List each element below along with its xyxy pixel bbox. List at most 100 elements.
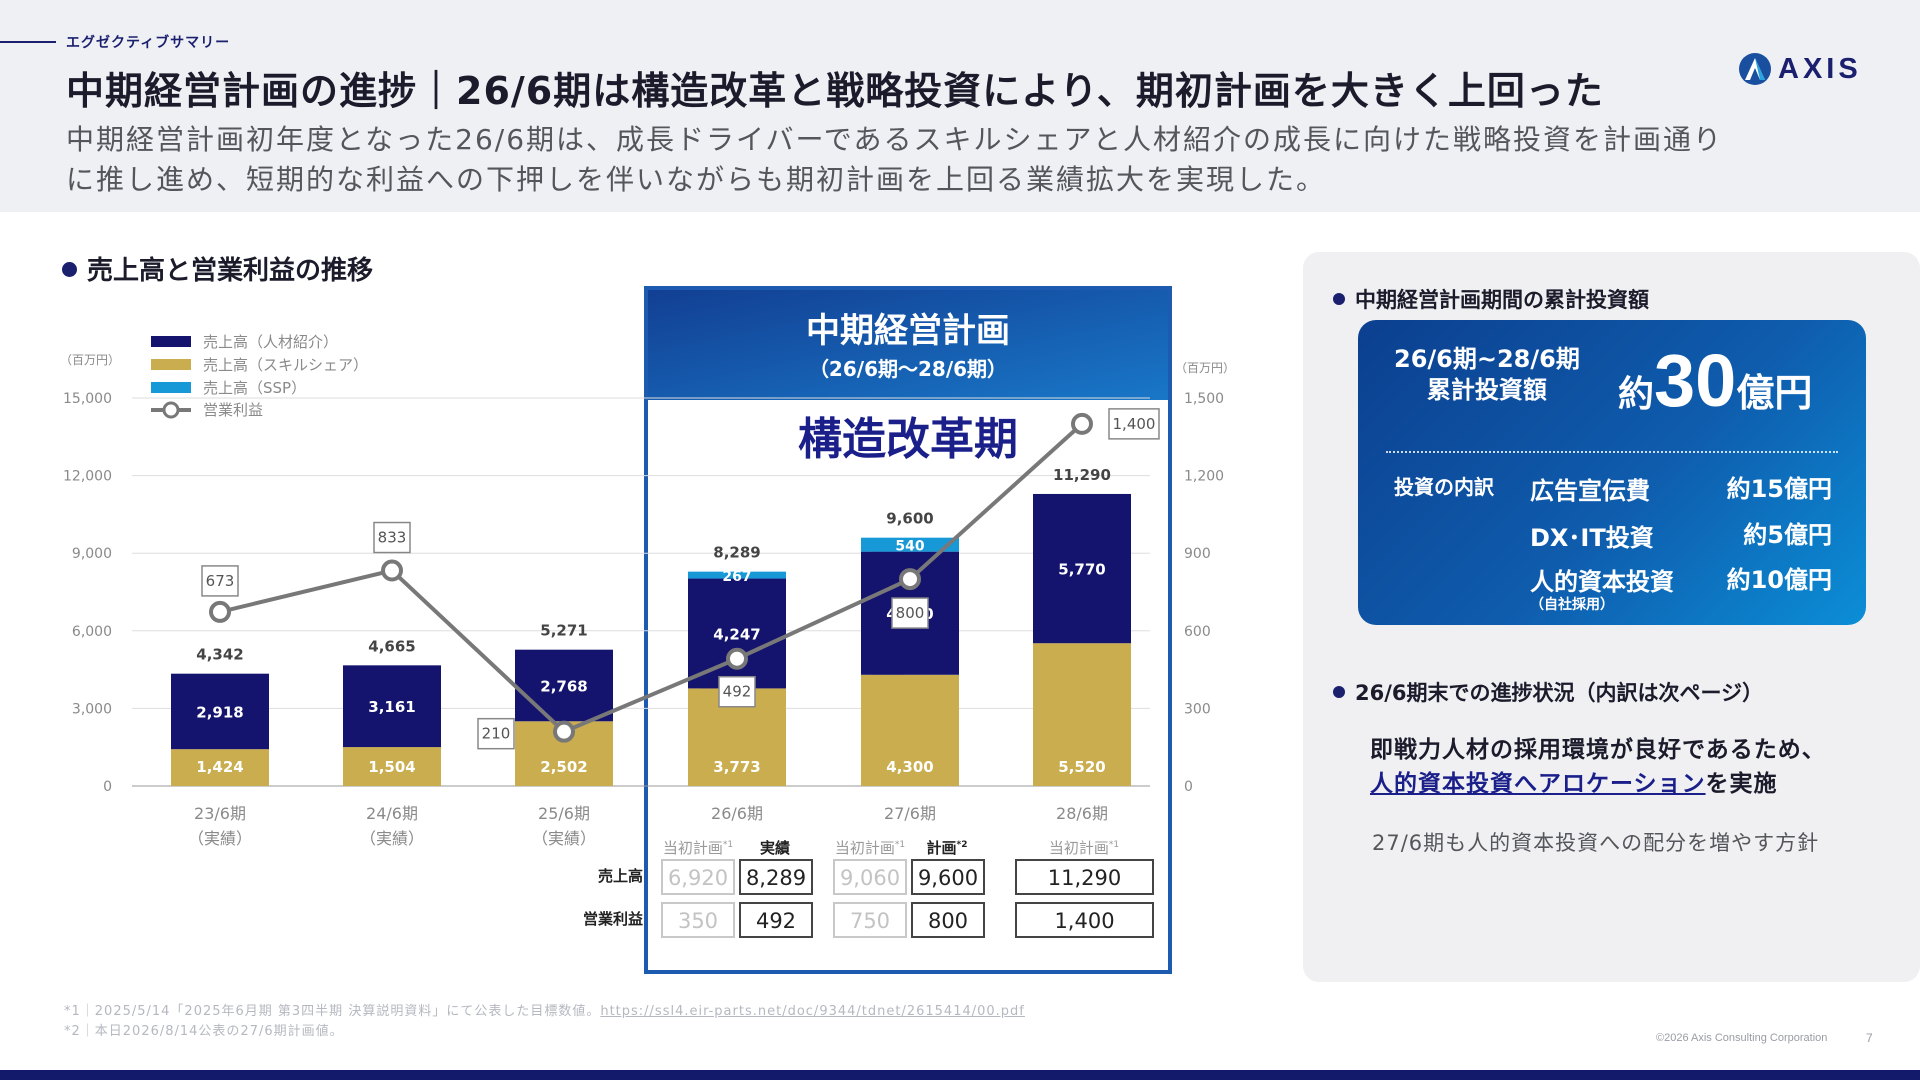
y-tick-right: 1,200: [1184, 469, 1224, 485]
investment-card: 26/6期~28/6期 累計投資額 約30億円 投資の内訳 広告宣伝費 約15億…: [1358, 320, 1866, 625]
income-label: 833: [378, 529, 407, 547]
y-tick-right: 0: [1184, 779, 1193, 795]
table-head-plan: 当初計画*1: [663, 839, 733, 857]
bar-skillshare: [1033, 643, 1131, 786]
table-cell: 9,600: [918, 866, 978, 890]
table-cell: 8,289: [746, 866, 806, 890]
legend-swatch: [151, 382, 191, 393]
progress-highlight: 人的資本投資へアロケーション: [1370, 771, 1706, 797]
investment-total-unit: 億円: [1736, 371, 1813, 415]
subtitle: 中期経営計画初年度となった26/6期は、成長ドライバーであるスキルシェアと人材紹…: [66, 120, 1866, 200]
footnote-2: *2｜本日2026/8/14公表の27/6期計画値。: [64, 1024, 344, 1039]
mtp-phase: 構造改革期: [798, 414, 1018, 465]
legend-swatch: [151, 336, 191, 347]
bar-label-skillshare: 1,424: [196, 758, 243, 776]
bar-label-skillshare: 2,502: [540, 758, 587, 776]
table-cell-box: [833, 902, 907, 938]
bar-jinzai: [688, 578, 786, 689]
bar-total-label: 4,342: [196, 646, 243, 664]
bar-jinzai: [1033, 493, 1131, 644]
sales-income-chart: 中期経営計画 （26/6期～28/6期） 構造改革期 15,000 1,500 12,00…: [60, 286, 1235, 974]
table-row-label: 営業利益: [583, 910, 643, 928]
income-label-box: [477, 717, 515, 750]
bar-total-label: 11,290: [1053, 466, 1111, 484]
bar-total-label: 8,289: [713, 544, 760, 562]
y-tick-left: 15,000: [63, 391, 112, 407]
x-tick-label: 24/6期: [366, 804, 418, 823]
progress-line1: 即戦力人材の採用環境が良好であるため、: [1370, 737, 1826, 763]
y-tick-right: 900: [1184, 546, 1211, 562]
bar-total-label: 5,271: [540, 622, 587, 640]
y-tick-right: 300: [1184, 701, 1211, 717]
table-cell-box: [833, 859, 907, 895]
subtitle-line-1: 中期経営計画初年度となった26/6期は、成長ドライバーであるスキルシェアと人材紹…: [66, 123, 1723, 156]
mtp-header: [648, 290, 1168, 400]
logo-text: AXIS: [1778, 52, 1862, 85]
x-tick-sublabel: （実績）: [188, 829, 252, 848]
copyright: ©2026 Axis Consulting Corporation: [1656, 1032, 1828, 1044]
investment-heading-label: 中期経営計画期間の累計投資額: [1355, 288, 1649, 312]
income-marker: [553, 720, 575, 743]
bar-label-ssp: 540: [895, 539, 924, 555]
income-label-box: [1108, 408, 1160, 440]
bar-skillshare: [171, 749, 269, 786]
table-cell: 1,400: [1054, 909, 1114, 933]
table-cell-box: [911, 859, 985, 895]
footnote-1-link[interactable]: https://ssl4.eir-parts.net/doc/9344/tdne…: [600, 1004, 1025, 1019]
table-cell: 350: [678, 909, 718, 933]
y-tick-left: 3,000: [72, 701, 112, 717]
investment-item-name: 広告宣伝費: [1530, 477, 1650, 505]
bar-skillshare: [861, 674, 959, 786]
x-tick-label: 28/6期: [1056, 804, 1108, 823]
bar-label-skillshare: 4,300: [886, 758, 933, 776]
bar-ssp: [861, 537, 959, 552]
page-number: 7: [1866, 1031, 1873, 1045]
table-cell-box: [661, 902, 735, 938]
bar-label-jinzai: 4,247: [713, 625, 760, 643]
x-tick-sublabel: （実績）: [360, 829, 424, 848]
footnote-1: *1｜2025/5/14「2025年6月期 第3四半期 決算説明資料」にて公表し…: [64, 1004, 601, 1019]
income-marker: [209, 600, 231, 623]
bar-label-skillshare: 1,504: [368, 758, 415, 776]
page-title: 中期経営計画の進捗｜26/6期は構造改革と戦略投資により、期初計画を大きく上回っ…: [66, 69, 1604, 113]
income-label: 210: [482, 725, 511, 743]
progress-line2-rest: を実施: [1705, 771, 1778, 797]
kicker-line: [0, 41, 56, 43]
header-band: エグゼクティブサマリー 中期経営計画の進捗｜26/6期は構造改革と戦略投資により…: [0, 0, 1920, 212]
bullet-dot: [1333, 293, 1345, 305]
y-tick-left: 6,000: [72, 624, 112, 640]
bar-jinzai: [171, 673, 269, 750]
investment-total-number: 30: [1654, 339, 1737, 422]
income-label: 1,400: [1113, 415, 1156, 433]
y-unit-left: （百万円）: [60, 353, 120, 367]
investment-breakdown-label: 投資の内訳: [1394, 475, 1494, 499]
table-cell: 6,920: [668, 866, 728, 890]
income-marker: [726, 647, 748, 670]
footnotes: *1｜2025/5/14「2025年6月期 第3四半期 決算説明資料」にて公表し…: [64, 1002, 1025, 1042]
legend-marker: [162, 401, 180, 419]
bar-total-label: 4,665: [368, 637, 415, 655]
income-label-box: [201, 565, 239, 597]
kicker: エグゼクティブサマリー: [66, 35, 231, 51]
investment-item-name: DX･IT投資: [1530, 524, 1654, 552]
chart-section-title: 売上高と営業利益の推移: [62, 250, 373, 287]
investment-period-line1: 26/6期~28/6期: [1394, 345, 1580, 373]
table-head-plan: 当初計画*1: [1049, 839, 1119, 857]
investment-divider: [1386, 451, 1838, 453]
bar-label-jinzai: 2,918: [196, 703, 243, 721]
investment-total-prefix: 約: [1618, 374, 1655, 415]
income-marker: [899, 568, 921, 591]
bar-jinzai: [343, 665, 441, 748]
table-row-label: 売上高: [598, 867, 643, 885]
table-cell: 492: [756, 909, 796, 933]
table-head-actual: 実績: [760, 839, 790, 857]
y-unit-right: （百万円）: [1175, 361, 1235, 375]
table-head-plan: 当初計画*1: [835, 839, 905, 857]
x-tick-label: 27/6期: [884, 804, 936, 823]
chart-section-label: 売上高と営業利益の推移: [87, 256, 374, 286]
table-cell-box: [911, 902, 985, 938]
bar-ssp: [688, 571, 786, 579]
mtp-title: 中期経営計画: [806, 311, 1010, 351]
x-tick-label: 26/6期: [711, 804, 763, 823]
bar-skillshare: [343, 747, 441, 786]
